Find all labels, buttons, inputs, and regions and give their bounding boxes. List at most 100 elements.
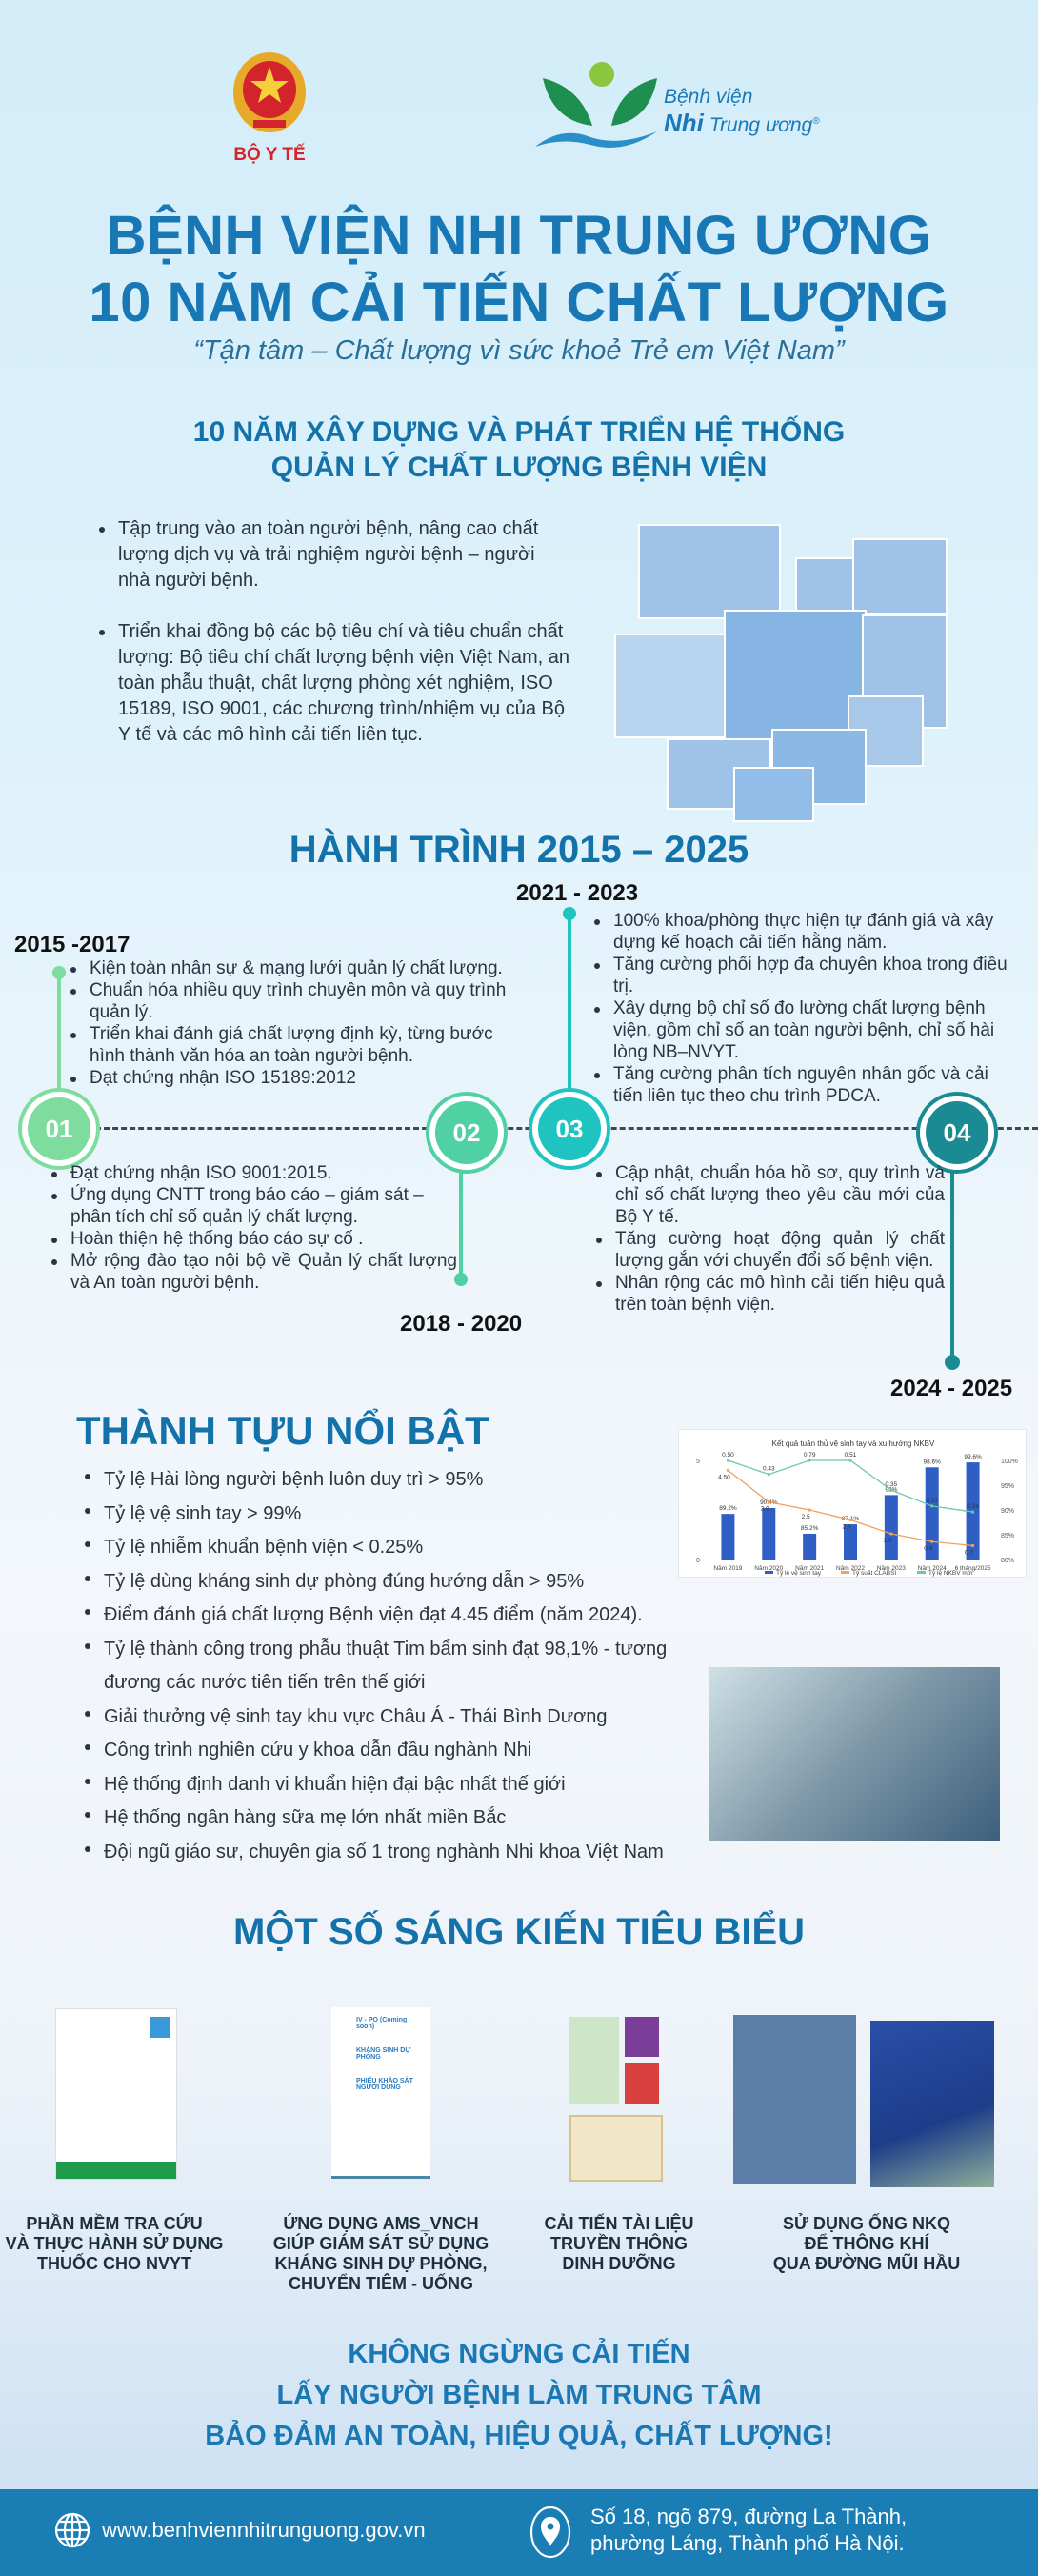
phase-bullet: Tăng cường phối hợp đa chuyên khoa trong… [590, 954, 1019, 997]
right-tick-label: 95% [1001, 1483, 1014, 1490]
line-point [930, 1540, 934, 1543]
hospital-logo-nhi: Nhi [664, 109, 704, 137]
x-tick-label: Năm 2019 [713, 1565, 742, 1572]
initiative-caption: PHẦN MỀM TRA CỨU VÀ THỰC HÀNH SỬ DỤNG THUỐ… [5, 2214, 224, 2273]
phase-bullets: 100% khoa/phòng thực hiện tự đánh giá và… [590, 910, 1019, 1107]
line-point [726, 1468, 730, 1472]
line-label: 0.7 [965, 1549, 973, 1556]
left-tick-label: 0 [696, 1558, 700, 1564]
footer: www.benhviennhitrunguong.gov.vn Số 18, n… [0, 2489, 1038, 2576]
initiative-caption: SỬ DỤNG ỐNG NKQ ĐỂ THÔNG KHÍ QUA ĐƯỜNG MŨI… [772, 2214, 961, 2273]
phase-period: 2024 - 2025 [890, 1376, 1013, 1401]
drug-lookup-poster [55, 2008, 177, 2180]
bar-label: 89.2% [719, 1505, 737, 1512]
phase-bullet: Kiện toàn nhân sự & mạng lưới quản lý ch… [67, 957, 524, 979]
line-label: 1.3 [883, 1538, 891, 1544]
intro-heading-line1: 10 NĂM XÂY DỰNG VÀ PHÁT TRIỂN HỆ THỐNG [192, 416, 846, 448]
line-label: 0.50 [722, 1452, 734, 1459]
cath-lab-photo [709, 1667, 1000, 1841]
x-tick-label: Năm 2023 [877, 1565, 906, 1572]
legend-label: Tỷ lệ NKBV mới [928, 1570, 973, 1577]
right-tick-label: 90% [1001, 1508, 1014, 1515]
bar-label: 98.6% [923, 1459, 941, 1465]
legend-label: Tỷ lệ vệ sinh tay [776, 1570, 822, 1577]
legend-label: Tỷ suất CLABSI [852, 1568, 896, 1577]
phase-period: 2021 - 2023 [516, 880, 639, 906]
phase-marker-01: 01 [18, 1088, 100, 1170]
legend-swatch [917, 1571, 926, 1574]
chart-title: Kết quả tuân thủ vệ sinh tay và xu hướng… [772, 1439, 935, 1448]
achievement-item: Điểm đánh giá chất lượng Bệnh viện đạt 4… [81, 1599, 729, 1633]
nutrition-materials [569, 2017, 663, 2182]
line-label: 0.27 [926, 1498, 938, 1504]
app-menu-item: PHIẾU KHẢO SÁT NGƯỜI DÙNG [356, 2078, 413, 2091]
journey-heading: HÀNH TRÌNH 2015 – 2025 [289, 829, 749, 871]
achievement-item: Tỷ lệ dùng kháng sinh dự phòng đúng hướn… [81, 1565, 729, 1600]
line-point [889, 1532, 893, 1536]
achievement-item: Công trình nghiên cứu y khoa dẫn đầu ngh… [81, 1734, 729, 1768]
line-point [848, 1518, 852, 1521]
line-label: 0.35 [886, 1481, 898, 1488]
phase-number: 03 [538, 1097, 601, 1160]
phase-marker-02: 02 [426, 1092, 508, 1174]
phase-bullet: Đạt chứng nhận ISO 9001:2015. [48, 1162, 457, 1184]
patient-photo [870, 2021, 994, 2187]
achievements-list: Tỷ lệ Hài lòng người bệnh luôn duy trì >… [81, 1463, 729, 1869]
phase-bullet: 100% khoa/phòng thực hiện tự đánh giá và… [590, 910, 1019, 954]
nkq-tube-photo [733, 2015, 856, 2184]
phase-bullet: Tăng cường phân tích nguyên nhân gốc và … [590, 1063, 1019, 1107]
timeline-connector [568, 913, 571, 1094]
phase-bullets: Đạt chứng nhận ISO 9001:2015. Ứng dụng C… [48, 1162, 457, 1294]
intro-bullets: Tập trung vào an toàn người bệnh, nâng c… [95, 516, 571, 748]
x-tick-label: Năm 2021 [795, 1565, 824, 1572]
line-point [970, 1543, 975, 1548]
ams-app-screenshot: IV - PO (Coming soon) KHÁNG SINH DỰ PHÒN… [331, 2007, 430, 2179]
phase-marker-03: 03 [529, 1088, 610, 1170]
phase-bullet: Xây dựng bộ chỉ số đo lường chất lượng b… [590, 997, 1019, 1063]
line-label: 2.9 [761, 1506, 769, 1513]
hospital-logo-line1: Bệnh viện [664, 86, 753, 108]
address-line2: phường Láng, Thành phố Hà Nội. [590, 2531, 905, 2555]
right-tick-label: 100% [1001, 1459, 1018, 1465]
timeline-connector [57, 972, 61, 1096]
line-point [889, 1488, 893, 1492]
hospital-logo-text: Bệnh viện Nhi Trung ương® [664, 86, 820, 137]
achievement-item: Hệ thống định danh vi khuẩn hiện đại bậc… [81, 1768, 729, 1802]
globe-icon [54, 2512, 90, 2548]
initiatives-heading: MỘT SỐ SÁNG KIẾN TIÊU BIỂU [232, 1911, 806, 1953]
closing-line1: KHÔNG NGỪNG CẢI TIẾN [348, 2339, 690, 2369]
phase-bullets: Cập nhật, chuẩn hóa hồ sơ, quy trình và … [592, 1162, 945, 1316]
achievement-item: Tỷ lệ thành công trong phẫu thuật Tim bẩ… [81, 1633, 729, 1701]
location-pin-icon [529, 2506, 571, 2559]
line-label: 4.50 [718, 1474, 730, 1480]
right-tick-label: 80% [1001, 1558, 1014, 1564]
closing-line3: BẢO ĐẢM AN TOÀN, HIỆU QUẢ, CHẤT LƯỢNG! [205, 2421, 833, 2451]
bar [721, 1514, 735, 1560]
right-tick-label: 85% [1001, 1533, 1014, 1540]
address: Số 18, ngõ 879, đường La Thành, phường L… [590, 2504, 907, 2557]
photo-collage [609, 519, 962, 824]
line-label: 0.9 [924, 1545, 932, 1552]
app-menu-item: KHÁNG SINH DỰ PHÒNG [356, 2047, 411, 2061]
line-label: 0.43 [763, 1466, 775, 1473]
phase-period: 2018 - 2020 [400, 1311, 523, 1337]
phase-bullet: Mở rộng đào tạo nội bộ về Quản lý chất l… [48, 1250, 457, 1294]
phase-number: 01 [28, 1097, 90, 1160]
line-point [767, 1500, 770, 1504]
page-title-line2: 10 NĂM CẢI TIẾN CHẤT LƯỢNG [89, 272, 949, 333]
achievement-item: Giải thưởng vệ sinh tay khu vực Châu Á -… [81, 1701, 729, 1735]
website-link[interactable]: www.benhviennhitrunguong.gov.vn [102, 2518, 426, 2542]
phase-number: 04 [926, 1101, 988, 1164]
line-label: 0.79 [804, 1452, 816, 1459]
line-label: 2.5 [802, 1514, 810, 1520]
phase-marker-04: 04 [916, 1092, 998, 1174]
achievement-item: Tỷ lệ vệ sinh tay > 99% [81, 1498, 729, 1532]
achievement-item: Tỷ lệ nhiễm khuẩn bệnh viện < 0.25% [81, 1531, 729, 1565]
achievement-item: Đội ngũ giáo sư, chuyên gia số 1 trong n… [81, 1836, 729, 1870]
bar [803, 1533, 817, 1560]
achievement-item: Hệ thống ngân hàng sữa mẹ lớn nhất miền … [81, 1801, 729, 1836]
line-point [930, 1504, 934, 1508]
chart-svg: Kết quả tuân thủ vệ sinh tay và xu hướng… [696, 1439, 1018, 1577]
hospital-logo-line2: Trung ương [709, 114, 813, 136]
phase-bullet: Nhân rộng các mô hình cải tiến hiệu quả … [592, 1272, 945, 1316]
